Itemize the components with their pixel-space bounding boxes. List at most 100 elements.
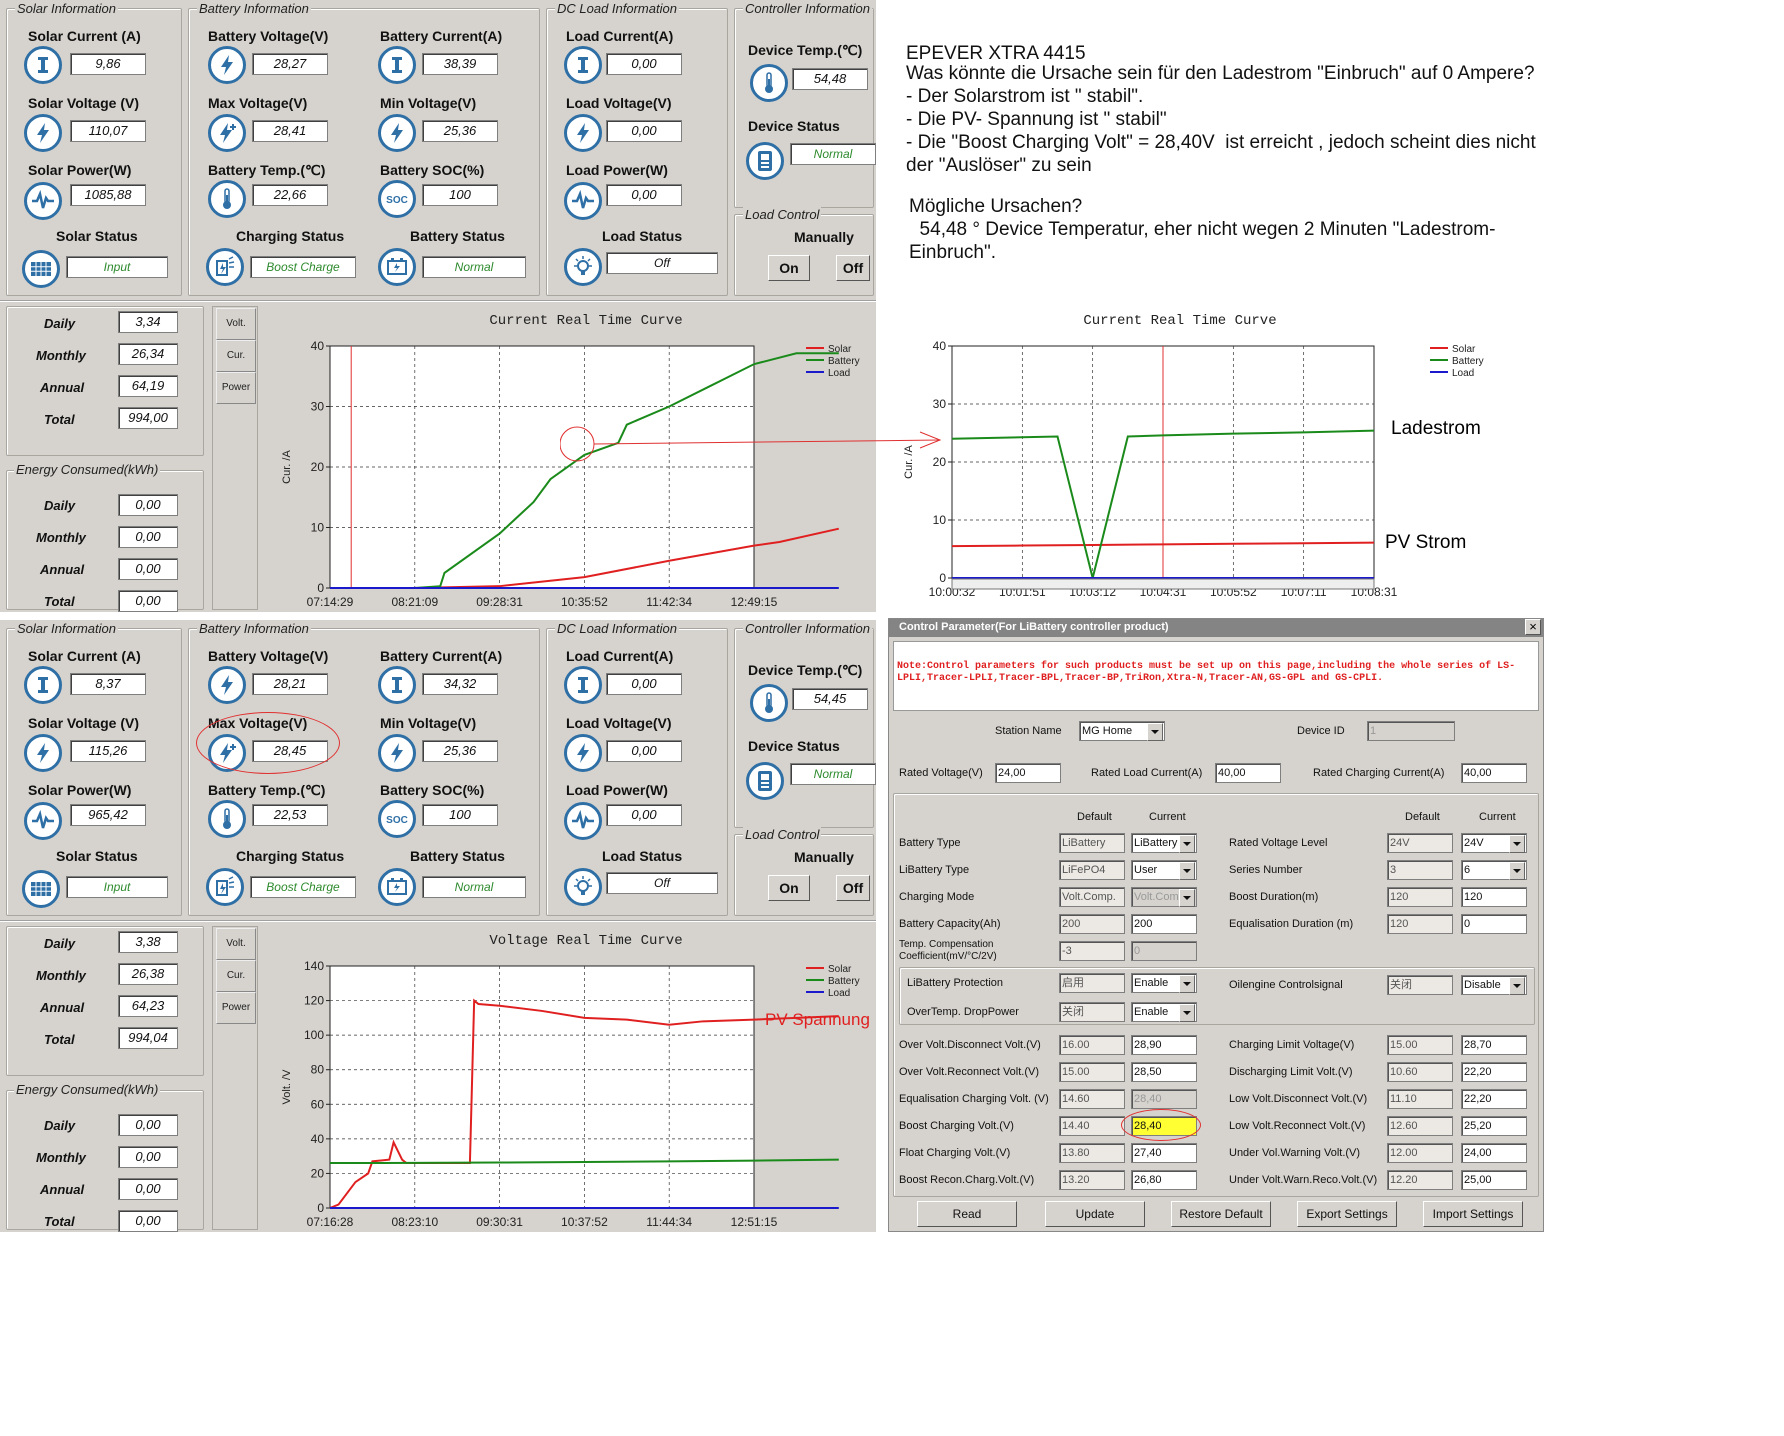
series-line-battery — [330, 352, 839, 589]
param-current-select[interactable]: Disable — [1461, 975, 1527, 995]
param-default: 关闭 — [1059, 1002, 1125, 1022]
legend-label: Load — [828, 368, 850, 379]
lightning-icon — [564, 734, 602, 772]
device-id-field[interactable]: 1 — [1367, 721, 1455, 741]
waveform-icon — [564, 802, 602, 840]
load-off-button[interactable]: Off — [836, 255, 870, 281]
lightning-icon — [24, 114, 62, 152]
load-control-group: Load Control — [734, 827, 874, 916]
x-tick-label: 11:42:34 — [646, 595, 692, 609]
param-default: 12.60 — [1387, 1116, 1453, 1136]
param-label: Boost Charging Volt.(V) — [899, 1120, 1014, 1132]
load-status-label: Load Status — [602, 228, 683, 244]
param-current-input[interactable]: User — [1131, 860, 1197, 880]
param-current-input[interactable]: 0 — [1461, 914, 1527, 934]
param-default: 12.20 — [1387, 1170, 1453, 1190]
param-default: LiBattery — [1059, 833, 1125, 853]
y-tick-label: 20 — [933, 455, 947, 469]
group-title: Load Control — [743, 827, 822, 842]
controller-info-group: Controller Information — [734, 1, 874, 208]
read-button[interactable]: Read — [917, 1201, 1017, 1227]
param-current-select[interactable]: Enable — [1131, 1002, 1197, 1022]
tab-cur[interactable]: Cur. — [216, 960, 256, 992]
solar-power-label: Solar Power(W) — [28, 162, 132, 178]
export-settings-button[interactable]: Export Settings — [1297, 1201, 1397, 1227]
battery-info-group: Battery Information — [188, 621, 540, 916]
consumed-annual-label: Annual — [40, 562, 85, 577]
tab-power[interactable]: Power — [216, 372, 256, 404]
battery-icon — [378, 248, 416, 286]
param-current-input[interactable]: 25,20 — [1461, 1116, 1527, 1136]
highlight-circle — [1121, 1109, 1201, 1141]
rated-load-current-field: 40,00 — [1215, 763, 1281, 783]
close-button[interactable]: × — [1525, 619, 1541, 635]
device-status-label: Device Status — [748, 738, 840, 754]
chart-scrollbar[interactable] — [951, 578, 1375, 590]
legend-label: Battery — [828, 976, 860, 987]
param-current-input[interactable]: 26,80 — [1131, 1170, 1197, 1190]
param-current-input[interactable]: 27,40 — [1131, 1143, 1197, 1163]
manually-label: Manually — [794, 849, 854, 865]
param-current-input[interactable]: 28,50 — [1131, 1062, 1197, 1082]
param-label: Temp. Compensation Coefficient(mV/°C/2V) — [899, 939, 997, 962]
lightning-icon — [208, 46, 246, 84]
tab-cur[interactable]: Cur. — [216, 340, 256, 372]
series-line-battery — [951, 429, 1375, 579]
solar-panel-icon — [22, 250, 60, 288]
param-current-input[interactable]: 6 — [1461, 860, 1527, 880]
tab-volt[interactable]: Volt. — [216, 308, 256, 340]
zoom-arrow — [560, 426, 942, 462]
consumed-monthly-value: 0,00 — [118, 526, 178, 548]
protection-group — [899, 967, 1535, 1025]
battery-soc-value: 100 — [422, 184, 498, 206]
consumed-total-value: 0,00 — [118, 590, 178, 612]
param-default: 启用 — [1059, 973, 1125, 993]
param-current-input[interactable]: 28,90 — [1131, 1035, 1197, 1055]
battery-current-value: 38,39 — [422, 53, 498, 75]
param-current-input[interactable]: 200 — [1131, 914, 1197, 934]
param-label: Over Volt.Disconnect Volt.(V) — [899, 1039, 1041, 1051]
param-current-input[interactable]: 24V — [1461, 833, 1527, 853]
group-title: Battery Information — [197, 621, 311, 636]
load-on-button[interactable]: On — [768, 255, 810, 281]
lightning-icon — [564, 114, 602, 152]
highlight-circle — [196, 712, 340, 774]
chart-tab-column — [212, 306, 258, 610]
y-tick-label: 0 — [317, 1201, 324, 1215]
solar-power-value: 965,42 — [70, 804, 146, 826]
solar-status-label: Solar Status — [56, 228, 138, 244]
param-current-input[interactable]: LiBattery — [1131, 833, 1197, 853]
light-bulb-icon — [564, 248, 602, 286]
param-label: Series Number — [1229, 864, 1303, 876]
charging-icon — [206, 248, 244, 286]
param-current-input[interactable]: 0 — [1131, 941, 1197, 961]
load-power-label: Load Power(W) — [566, 782, 668, 798]
param-current-input[interactable]: 28,40 — [1131, 1089, 1197, 1109]
restore-default-button[interactable]: Restore Default — [1171, 1201, 1271, 1227]
battery-voltage-value: 28,27 — [252, 53, 328, 75]
import-settings-button[interactable]: Import Settings — [1423, 1201, 1523, 1227]
update-button[interactable]: Update — [1045, 1201, 1145, 1227]
load-off-button[interactable]: Off — [836, 875, 870, 901]
param-current-input[interactable]: 120 — [1461, 887, 1527, 907]
param-default: -3 — [1059, 941, 1125, 961]
param-current-input[interactable]: 22,20 — [1461, 1062, 1527, 1082]
param-current-select[interactable]: Enable — [1131, 973, 1197, 993]
param-current-input[interactable]: 25,00 — [1461, 1170, 1527, 1190]
group-title: Solar Information — [15, 621, 118, 636]
tab-power[interactable]: Power — [216, 992, 256, 1024]
param-current-input[interactable]: 28,70 — [1461, 1035, 1527, 1055]
realtime-chart: 0 20 40 60 80 100 120 140 07:16:28 08:23:10 09:30:… — [281, 933, 860, 1229]
param-label: Charging Mode — [899, 891, 975, 903]
column-current-label: Current — [1149, 811, 1186, 823]
load-on-button[interactable]: On — [768, 875, 810, 901]
station-name-select[interactable]: MG Home — [1079, 721, 1165, 741]
param-current-input[interactable]: 24,00 — [1461, 1143, 1527, 1163]
y-tick-label: 80 — [311, 1063, 325, 1077]
tab-volt[interactable]: Volt. — [216, 928, 256, 960]
param-label: Battery Type — [899, 837, 961, 849]
notes-causes: Mögliche Ursachen? 54,48 ° Device Temper… — [909, 196, 1496, 263]
param-current-input[interactable]: 22,20 — [1461, 1089, 1527, 1109]
chart-title: Current Real Time Curve — [489, 313, 682, 329]
param-current-input[interactable]: Volt.Comp — [1131, 887, 1197, 907]
